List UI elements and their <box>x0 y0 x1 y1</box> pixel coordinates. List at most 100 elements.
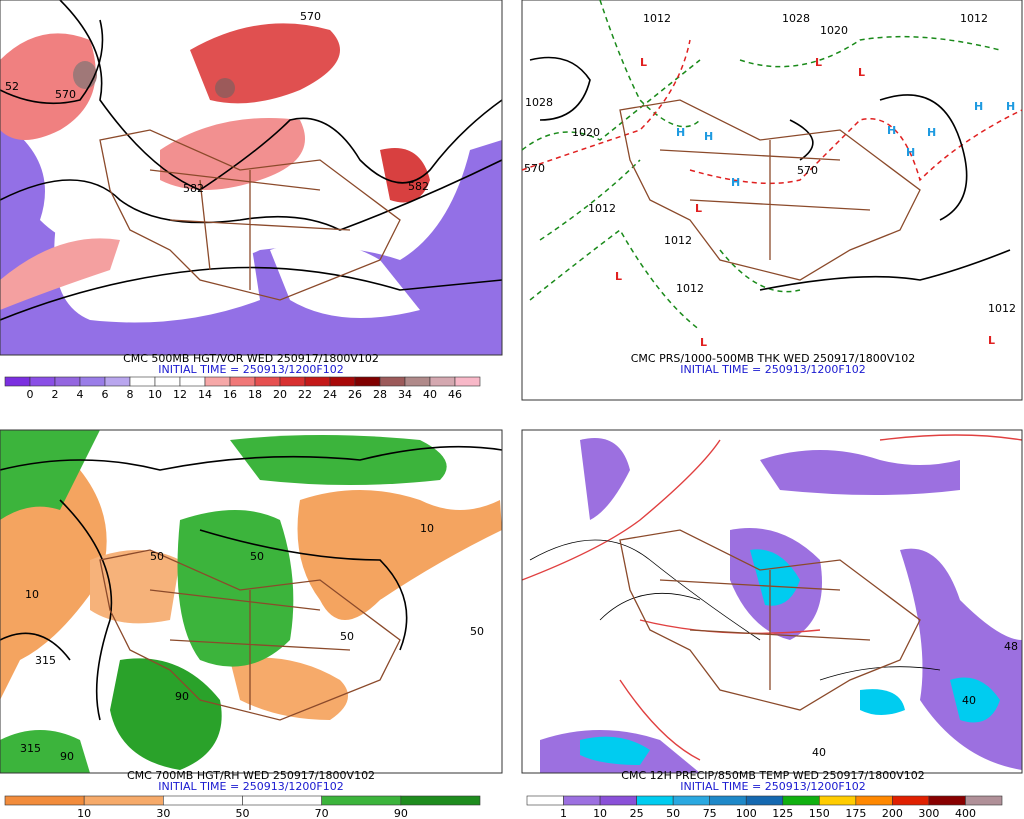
colorbar-label: 22 <box>298 388 312 401</box>
colorbar-label: 30 <box>156 807 170 819</box>
vort-red <box>0 238 120 310</box>
colorbar-swatch <box>855 795 893 806</box>
colorbar-label: 10 <box>593 807 607 819</box>
contour-label: 315 <box>20 742 41 755</box>
contour-label: 1028 <box>782 12 810 25</box>
vort-red <box>160 118 305 190</box>
pressure-center: L <box>615 270 622 283</box>
colorbar-label: 10 <box>148 388 162 401</box>
colorbar-swatch <box>745 795 784 806</box>
rh-moist <box>0 430 100 520</box>
contour-label: 40 <box>812 746 826 759</box>
precip <box>760 450 960 495</box>
colorbar-label: 46 <box>448 388 462 401</box>
colorbar-label: 6 <box>102 388 109 401</box>
contour-label: 1012 <box>588 202 616 215</box>
contour-label: 40 <box>962 694 976 707</box>
map-precip <box>521 429 1023 774</box>
colorbar-label: 2 <box>52 388 59 401</box>
colorbar-swatch <box>672 795 710 806</box>
map-frame <box>0 0 503 356</box>
pressure-center: L <box>815 56 822 69</box>
caption: CMC PRS/1000-500MB THK WED 250917/1800V1… <box>631 352 916 365</box>
colorbar-swatch <box>965 795 1003 806</box>
colorbar-swatch <box>29 376 56 387</box>
thickness-contour <box>521 0 1001 331</box>
initial-time: INITIAL TIME = 250913/1200F102 <box>680 780 865 793</box>
colorbar-swatch <box>279 376 306 387</box>
colorbar-label: 200 <box>882 807 903 819</box>
contour-label: 50 <box>340 630 354 643</box>
caption: CMC 12H PRECIP/850MB TEMP WED 250917/180… <box>621 769 924 782</box>
initial-time: INITIAL TIME = 250913/1200F102 <box>680 363 865 376</box>
colorbar-label: 175 <box>845 807 866 819</box>
colorbar-swatch <box>429 376 456 387</box>
colorbar-label: 14 <box>198 388 212 401</box>
colorbar-label: 25 <box>630 807 644 819</box>
pressure-center: H <box>1006 100 1015 113</box>
colorbar-swatch <box>454 376 481 387</box>
colorbar-label: 150 <box>809 807 830 819</box>
colorbar-swatch <box>321 795 402 806</box>
colorbar-label: 4 <box>77 388 84 401</box>
thickness-570 <box>521 39 1023 185</box>
contour-label: 1012 <box>643 12 671 25</box>
colorbar-swatch <box>163 795 243 806</box>
contour-label: 570 <box>55 88 76 101</box>
contour-label: 582 <box>408 180 429 193</box>
colorbar-label: 8 <box>127 388 134 401</box>
pressure-center: H <box>887 124 896 137</box>
contour-label: 1012 <box>664 234 692 247</box>
contour-label: 50 <box>470 625 484 638</box>
colorbar-swatch <box>526 795 564 806</box>
colorbar-swatch <box>54 376 81 387</box>
colorbar-swatch <box>79 376 106 387</box>
colorbar-swatch <box>4 795 85 806</box>
colorbar-swatch <box>928 795 966 806</box>
colorbar-label: 10 <box>77 807 91 819</box>
contour-label: 570 <box>797 164 818 177</box>
caption: CMC 500MB HGT/VOR WED 250917/1800V102 <box>123 352 379 365</box>
precip <box>860 689 905 715</box>
colorbar-swatch <box>404 376 431 387</box>
rh-moist <box>110 658 222 770</box>
colorbar-label: 90 <box>394 807 408 819</box>
height-contour <box>0 445 503 721</box>
contour-label: 570 <box>524 162 545 175</box>
precip <box>580 438 630 520</box>
colorbar-label: 100 <box>736 807 757 819</box>
pressure-center: L <box>858 66 865 79</box>
colorbar-label: 0 <box>27 388 34 401</box>
colorbar-swatch <box>154 376 181 387</box>
colorbar-swatch <box>819 795 857 806</box>
colorbar-label: 125 <box>772 807 793 819</box>
borders <box>619 99 921 281</box>
contour-label: 10 <box>420 522 434 535</box>
pressure-center: H <box>676 126 685 139</box>
colorbar-swatch <box>329 376 356 387</box>
map-700mb <box>0 429 503 774</box>
pressure-center: L <box>700 336 707 349</box>
colorbar-label: 18 <box>248 388 262 401</box>
vort-white <box>270 242 420 318</box>
contour-label: 50 <box>250 550 264 563</box>
contour-label: 1020 <box>572 126 600 139</box>
borders <box>619 529 921 711</box>
height-contour <box>0 0 503 321</box>
colorbar-label: 28 <box>373 388 387 401</box>
colorbar-label: 70 <box>315 807 329 819</box>
colorbar-swatch <box>892 795 930 806</box>
colorbar-swatch <box>709 795 747 806</box>
pressure-center: L <box>695 202 702 215</box>
rh-dry <box>90 550 180 624</box>
caption: CMC 700MB HGT/RH WED 250917/1800V102 <box>127 769 375 782</box>
vort-red <box>0 33 96 141</box>
rh-moist <box>0 730 90 773</box>
isobar <box>529 56 1011 291</box>
colorbar-label: 400 <box>955 807 976 819</box>
pressure-center: L <box>988 334 995 347</box>
contour-label: 582 <box>183 182 204 195</box>
colorbar-label: 16 <box>223 388 237 401</box>
colorbar-swatch <box>782 795 820 806</box>
